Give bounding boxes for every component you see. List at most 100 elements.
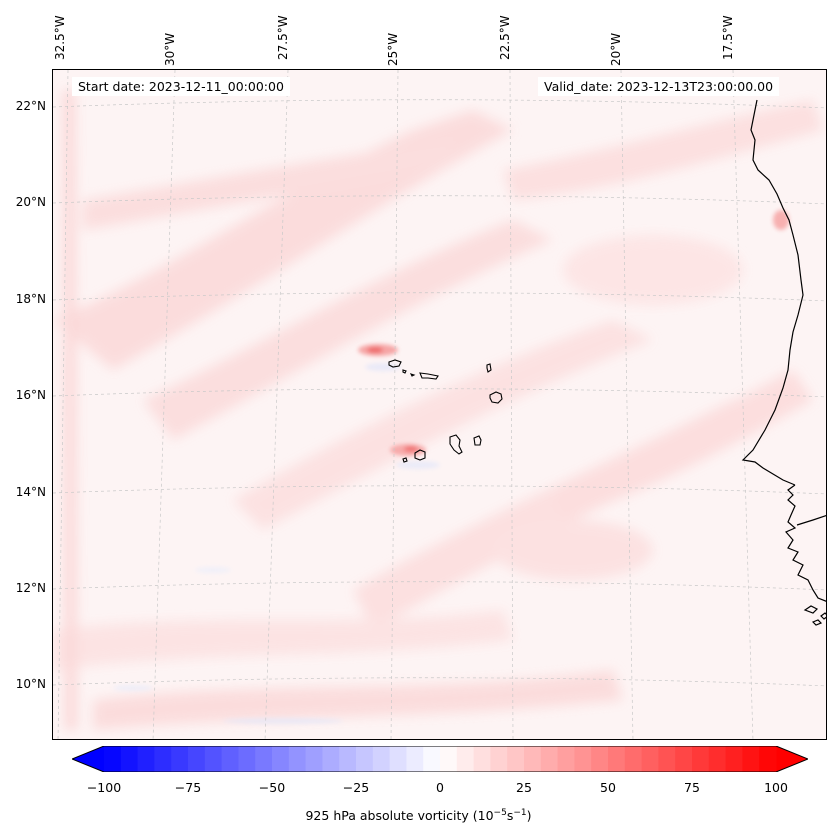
lat-label-18n: 18°N (15, 292, 46, 306)
colorbar-segment (624, 746, 643, 772)
colorbar-segment (524, 746, 542, 772)
meridian (152, 70, 176, 739)
colorbar-segment (507, 746, 525, 772)
lon-label-25w: 25°W (386, 32, 400, 66)
positive-band (233, 320, 653, 530)
positive-band (93, 670, 623, 730)
positive-band (63, 90, 77, 730)
colorbar-segment (322, 746, 340, 772)
colorbar-segment (490, 746, 508, 772)
island-brava (402, 457, 408, 463)
island-dipoles (358, 210, 789, 456)
positive-patch (493, 520, 653, 580)
start-date-label: Start date: 2023-12-11_00:00:00 (72, 77, 290, 96)
colorbar-segment (557, 746, 575, 772)
colorbar-segment (708, 746, 727, 772)
lat-label-14n: 14°N (15, 485, 46, 499)
positive-patch (563, 235, 743, 305)
colorbar-segment (288, 746, 307, 772)
colorbar-segment (742, 746, 760, 772)
meridian (620, 70, 634, 739)
colorbar-segment (104, 746, 122, 772)
colorbar-segment (137, 746, 155, 772)
lon-label-32-5w: 32.5°W (53, 15, 67, 60)
island-sal (486, 363, 492, 373)
colorbar-tick: −25 (342, 780, 370, 795)
colorbar-segment (238, 746, 256, 772)
island-fogo (414, 449, 426, 461)
meridian (390, 70, 399, 739)
colorbar-segment (154, 746, 172, 772)
negative-patch (396, 461, 440, 469)
lat-label-20n: 20°N (15, 195, 46, 209)
lon-label-17-5w: 17.5°W (721, 15, 735, 60)
colorbar-segment (641, 746, 659, 772)
map-canvas (53, 70, 826, 739)
island-santa-luzia (409, 373, 416, 377)
positive-band (83, 140, 453, 230)
colorbar-segment (574, 746, 592, 772)
island-maio (473, 435, 482, 446)
colorbar-segment (188, 746, 206, 772)
negative-patch (365, 363, 401, 371)
colorbar-segment (255, 746, 273, 772)
colorbar-tick: 0 (436, 780, 444, 795)
positive-band (53, 610, 513, 670)
lon-label-27-5w: 27.5°W (276, 15, 290, 60)
bissagos (803, 605, 826, 626)
colorbar-segment (204, 746, 223, 772)
colorbar-segment (725, 746, 743, 772)
island-sao-nicolau (419, 372, 439, 380)
graticule (53, 70, 826, 739)
colorbar-tick: −50 (258, 780, 286, 795)
positive-band (503, 100, 823, 200)
colorbar-tick: −100 (86, 780, 122, 795)
negative-patch (195, 567, 231, 573)
island-sao-vicente (402, 369, 407, 374)
negative-vorticity (113, 363, 440, 724)
colorbar-segment (272, 746, 290, 772)
meridian (732, 70, 754, 739)
meridian (264, 70, 289, 739)
colorbar-extend-min (72, 746, 104, 772)
colorbar-segment (658, 746, 676, 772)
colorbar-segment (372, 746, 391, 772)
valid-date-label: Valid_date: 2023-12-13T23:00:00.00 (538, 77, 780, 96)
colorbar-segment (540, 746, 559, 772)
colorbar-segment (339, 746, 357, 772)
island-boa-vista (489, 391, 503, 404)
coastline-mauritania-senegal (741, 99, 804, 486)
colorbar-segment (305, 746, 323, 772)
dipole-positive (404, 446, 418, 452)
cape-verde-islands (388, 359, 503, 463)
positive-band (53, 110, 513, 370)
positive-band (143, 220, 553, 440)
lon-label-20w: 20°W (609, 32, 623, 66)
colorbar-label: 925 hPa absolute vorticity (10−5s−1) (305, 808, 532, 824)
vorticity-field (53, 90, 823, 730)
coastline-guinea-south (796, 515, 826, 526)
colorbar-segment (440, 746, 458, 772)
colorbar-segment (406, 746, 424, 772)
colorbar-segment (608, 746, 626, 772)
positive-band (553, 370, 813, 520)
lat-label-12n: 12°N (15, 581, 46, 595)
colorbar-tick: 50 (600, 780, 616, 795)
meridian (509, 70, 514, 739)
colorbar-segment (692, 746, 710, 772)
colorbar-segment (759, 746, 777, 772)
colorbar-segment (423, 746, 441, 772)
dipole-positive (367, 347, 383, 353)
lat-label-16n: 16°N (15, 388, 46, 402)
colorbar-segment (389, 746, 407, 772)
meridian (57, 70, 69, 739)
colorbar-tick: 75 (684, 780, 700, 795)
colorbar-segment (675, 746, 693, 772)
colorbar-segment (356, 746, 374, 772)
vorticity-map (52, 69, 827, 740)
lon-label-30w: 30°W (163, 32, 177, 66)
colorbar-segment (591, 746, 609, 772)
lat-label-10n: 10°N (15, 677, 46, 691)
colorbar-segment (171, 746, 189, 772)
colorbar-tick: −75 (174, 780, 202, 795)
